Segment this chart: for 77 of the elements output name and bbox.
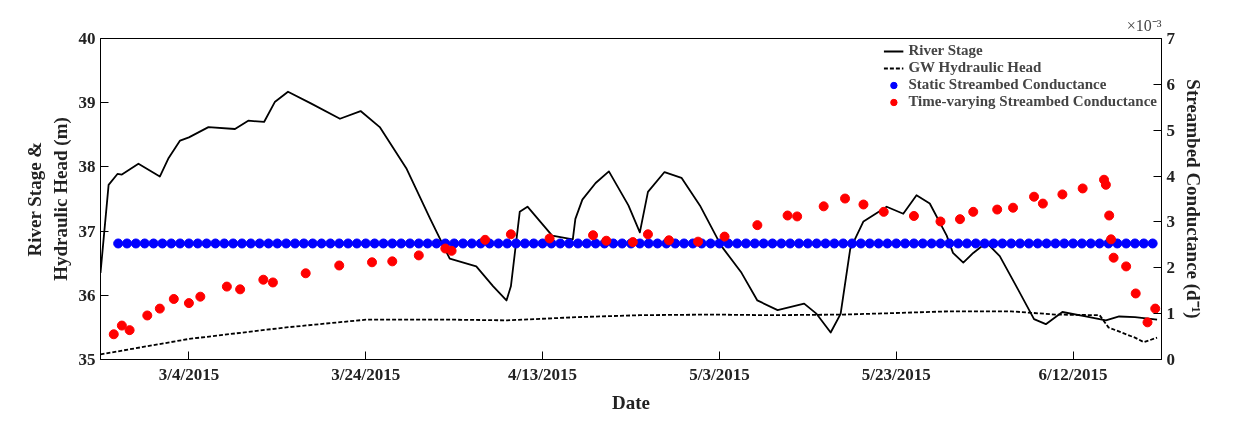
point — [792, 211, 803, 222]
point — [1037, 198, 1048, 209]
point — [1142, 317, 1153, 328]
y-tick-label: 38 — [78, 157, 96, 177]
point — [968, 206, 979, 217]
point — [480, 234, 491, 245]
y2-tick-label: 5 — [1166, 120, 1175, 140]
point — [1150, 303, 1161, 314]
legend-label: GW Hydraulic Head — [908, 59, 1042, 76]
point — [588, 230, 599, 241]
text: ×10⁻³ — [1126, 16, 1162, 34]
point — [858, 199, 869, 210]
x-tick-label: 5/23/2015 — [861, 364, 931, 384]
point — [1108, 252, 1119, 263]
y-tick-label: 35 — [78, 350, 96, 369]
point — [642, 229, 653, 240]
point — [108, 329, 119, 340]
point — [1100, 179, 1111, 190]
point — [505, 229, 516, 240]
legend-label: River Stage — [908, 42, 983, 59]
y-axis-title: River Stage & Hydraulic Head (m) — [24, 117, 72, 281]
point — [935, 216, 946, 227]
point — [183, 298, 194, 309]
point — [1057, 189, 1068, 200]
point — [954, 214, 965, 225]
y2-tick-label: 7 — [1166, 29, 1176, 48]
point — [840, 193, 851, 204]
point — [1130, 288, 1141, 299]
y-tick-label: 37 — [78, 221, 96, 241]
point — [446, 245, 457, 256]
x-tick-label: 5/3/2015 — [689, 364, 750, 384]
y-tick-label: 40 — [78, 29, 96, 48]
point — [992, 204, 1003, 215]
point — [387, 256, 398, 267]
point — [908, 210, 919, 221]
point — [221, 281, 232, 292]
x-tick-label: 3/4/2015 — [158, 364, 220, 384]
y2-axis-title: Streambed Conductance (d⁻¹) — [1182, 79, 1204, 319]
point — [235, 284, 246, 295]
y2-tick-label: 0 — [1166, 350, 1175, 369]
point — [413, 250, 424, 261]
point — [367, 257, 378, 268]
point — [544, 233, 555, 244]
point — [300, 268, 311, 279]
y2-tick-label: 4 — [1166, 166, 1176, 186]
point — [195, 291, 206, 302]
point — [719, 231, 730, 242]
legend-label: Static Streambed Conductance — [908, 76, 1107, 93]
y2-tick-label: 1 — [1166, 304, 1175, 324]
x-tick-label: 3/24/2015 — [331, 364, 401, 384]
point — [1077, 183, 1088, 194]
point — [1121, 261, 1132, 272]
y-tick-label: 39 — [78, 93, 96, 113]
point — [124, 325, 135, 336]
x-axis-title: Date — [612, 391, 650, 413]
y2-tick-label: 2 — [1166, 258, 1175, 278]
point — [168, 293, 179, 304]
point — [1008, 202, 1019, 213]
x-tick-label: 6/12/2015 — [1038, 364, 1108, 384]
point — [154, 303, 165, 314]
point — [116, 320, 127, 331]
y2-tick-label: 3 — [1166, 212, 1175, 232]
point — [142, 310, 153, 321]
point — [878, 206, 889, 217]
x-tick-label: 4/13/2015 — [508, 364, 578, 384]
point — [782, 210, 793, 221]
point — [1106, 234, 1117, 245]
point — [267, 277, 278, 288]
point — [258, 274, 269, 285]
legend-label: Time-varying Streambed Conductance — [908, 93, 1157, 110]
point — [1029, 191, 1040, 202]
point — [752, 220, 763, 231]
y2-tick-label: 6 — [1166, 74, 1175, 94]
y-tick-label: 36 — [78, 285, 96, 305]
point — [1104, 210, 1115, 221]
point — [334, 260, 345, 271]
point — [818, 201, 829, 212]
